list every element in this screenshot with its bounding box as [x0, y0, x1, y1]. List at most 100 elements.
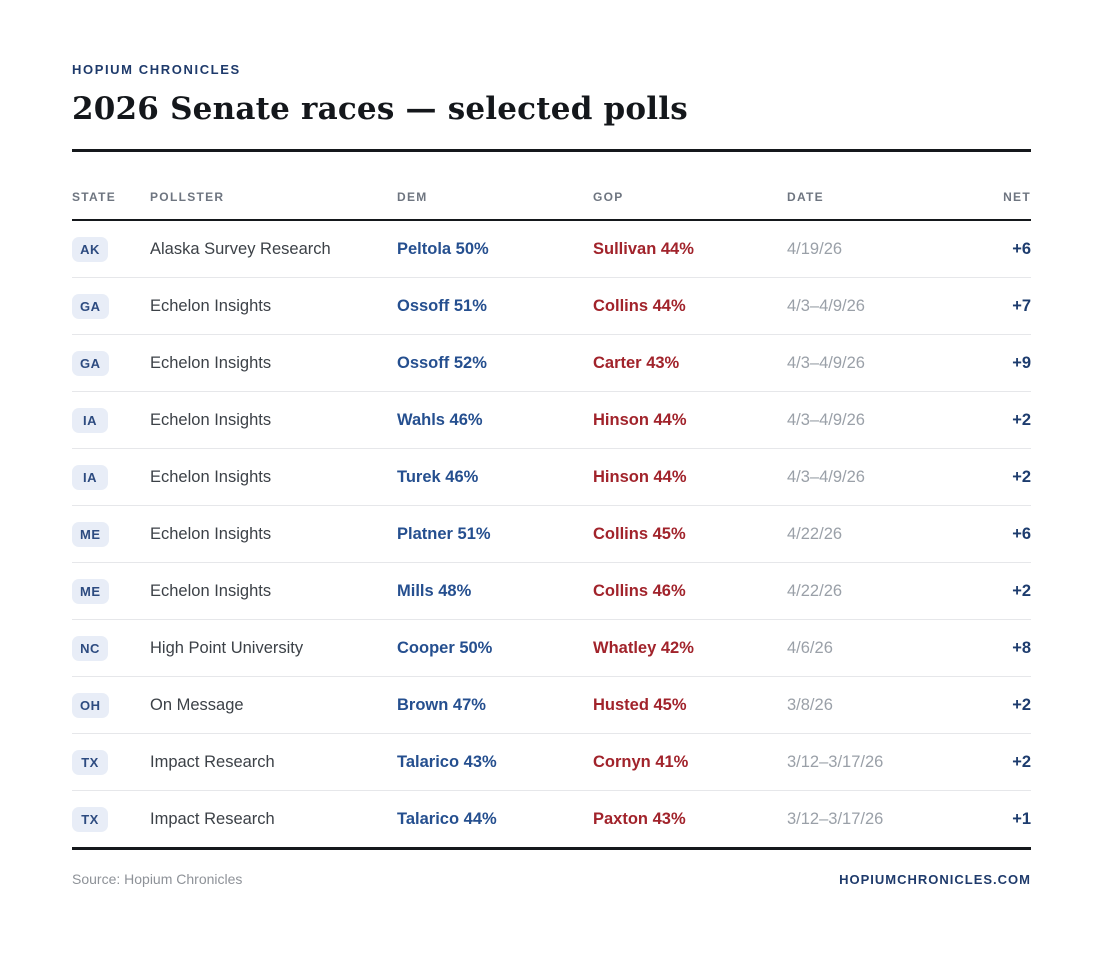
table-row: TX Impact Research Talarico 44% Paxton 4… [72, 791, 1031, 847]
date-cell: 3/12–3/17/26 [787, 809, 884, 828]
column-header-gop: GOP [593, 190, 624, 204]
column-header-dem: DEM [397, 190, 428, 204]
date-cell: 4/22/26 [787, 581, 843, 600]
state-cell: GA [72, 350, 150, 376]
pollster-cell: Echelon Insights [150, 524, 272, 543]
state-badge: ME [72, 521, 109, 547]
column-header-net: NET [1003, 190, 1031, 204]
table-row: OH On Message Brown 47% Husted 45% 3/8/2… [72, 677, 1031, 734]
date-cell: 4/3–4/9/26 [787, 467, 865, 486]
state-cell: OH [72, 692, 150, 718]
state-badge: OH [72, 692, 109, 718]
pollster-cell: Echelon Insights [150, 581, 272, 600]
dem-result-cell: Talarico 43% [397, 752, 497, 771]
table-row: ME Echelon Insights Platner 51% Collins … [72, 506, 1031, 563]
state-badge: ME [72, 578, 109, 604]
gop-result-cell: Cornyn 41% [593, 752, 689, 771]
gop-result-cell: Collins 45% [593, 524, 686, 543]
gop-result-cell: Hinson 44% [593, 467, 687, 486]
state-cell: GA [72, 293, 150, 319]
source-credit: Source: Hopium Chronicles [72, 871, 243, 887]
pollster-cell: Impact Research [150, 809, 275, 828]
gop-result-cell: Collins 44% [593, 296, 686, 315]
date-cell: 4/3–4/9/26 [787, 353, 865, 372]
site-wordmark: HOPIUMCHRONICLES.COM [839, 871, 1031, 887]
pollster-cell: Impact Research [150, 752, 275, 771]
footer: Source: Hopium Chronicles HOPIUMCHRONICL… [72, 871, 1031, 887]
dem-result-cell: Platner 51% [397, 524, 491, 543]
state-cell: NC [72, 635, 150, 661]
column-header-date: DATE [787, 190, 824, 204]
state-badge: TX [72, 749, 108, 775]
dem-result-cell: Peltola 50% [397, 239, 489, 258]
pollster-cell: On Message [150, 695, 244, 714]
date-cell: 3/12–3/17/26 [787, 752, 884, 771]
dem-result-cell: Ossoff 51% [397, 296, 487, 315]
gop-result-cell: Paxton 43% [593, 809, 686, 828]
state-badge: TX [72, 806, 108, 832]
state-cell: TX [72, 806, 150, 832]
state-badge: IA [72, 464, 108, 490]
dem-result-cell: Ossoff 52% [397, 353, 487, 372]
gop-result-cell: Hinson 44% [593, 410, 687, 429]
date-cell: 4/6/26 [787, 638, 833, 657]
state-badge: GA [72, 350, 109, 376]
date-cell: 4/19/26 [787, 239, 843, 258]
dem-result-cell: Talarico 44% [397, 809, 497, 828]
pollster-cell: Echelon Insights [150, 296, 272, 315]
state-badge: AK [72, 236, 108, 262]
table-row: TX Impact Research Talarico 43% Cornyn 4… [72, 734, 1031, 791]
net-margin-cell: +2 [1012, 410, 1031, 429]
table-row: ME Echelon Insights Mills 48% Collins 46… [72, 563, 1031, 620]
date-cell: 3/8/26 [787, 695, 833, 714]
dem-result-cell: Brown 47% [397, 695, 486, 714]
net-margin-cell: +8 [1012, 638, 1031, 657]
table-row: NC High Point University Cooper 50% What… [72, 620, 1031, 677]
column-header-state: STATE [72, 190, 117, 204]
net-margin-cell: +6 [1012, 524, 1031, 543]
state-cell: TX [72, 749, 150, 775]
page-title: 2026 Senate races — selected polls [72, 91, 688, 127]
net-margin-cell: +1 [1012, 809, 1031, 828]
state-cell: ME [72, 521, 150, 547]
gop-result-cell: Husted 45% [593, 695, 687, 714]
gop-result-cell: Whatley 42% [593, 638, 694, 657]
column-header-pollster: POLLSTER [150, 190, 225, 204]
title-divider [72, 149, 1031, 152]
table-row: GA Echelon Insights Ossoff 52% Carter 43… [72, 335, 1031, 392]
pollster-cell: High Point University [150, 638, 304, 657]
dem-result-cell: Turek 46% [397, 467, 479, 486]
state-cell: AK [72, 236, 150, 262]
brand-kicker: HOPIUM CHRONICLES [72, 62, 241, 77]
net-margin-cell: +2 [1012, 752, 1031, 771]
state-cell: ME [72, 578, 150, 604]
state-badge: IA [72, 407, 108, 433]
pollster-cell: Echelon Insights [150, 410, 272, 429]
pollster-cell: Echelon Insights [150, 467, 272, 486]
pollster-cell: Echelon Insights [150, 353, 272, 372]
date-cell: 4/3–4/9/26 [787, 296, 865, 315]
dem-result-cell: Cooper 50% [397, 638, 493, 657]
gop-result-cell: Collins 46% [593, 581, 686, 600]
state-cell: IA [72, 464, 150, 490]
net-margin-cell: +2 [1012, 695, 1031, 714]
pollster-cell: Alaska Survey Research [150, 239, 331, 258]
date-cell: 4/22/26 [787, 524, 843, 543]
table-row: IA Echelon Insights Turek 46% Hinson 44%… [72, 449, 1031, 506]
table-header-row: STATE POLLSTER DEM GOP DATE NET [72, 190, 1031, 221]
gop-result-cell: Carter 43% [593, 353, 680, 372]
table-row: GA Echelon Insights Ossoff 51% Collins 4… [72, 278, 1031, 335]
dem-result-cell: Wahls 46% [397, 410, 483, 429]
net-margin-cell: +7 [1012, 296, 1031, 315]
table-body: AK Alaska Survey Research Peltola 50% Su… [72, 221, 1031, 850]
dem-result-cell: Mills 48% [397, 581, 472, 600]
net-margin-cell: +2 [1012, 467, 1031, 486]
date-cell: 4/3–4/9/26 [787, 410, 865, 429]
table-row: AK Alaska Survey Research Peltola 50% Su… [72, 221, 1031, 278]
state-badge: GA [72, 293, 109, 319]
net-margin-cell: +9 [1012, 353, 1031, 372]
net-margin-cell: +6 [1012, 239, 1031, 258]
gop-result-cell: Sullivan 44% [593, 239, 694, 258]
state-cell: IA [72, 407, 150, 433]
